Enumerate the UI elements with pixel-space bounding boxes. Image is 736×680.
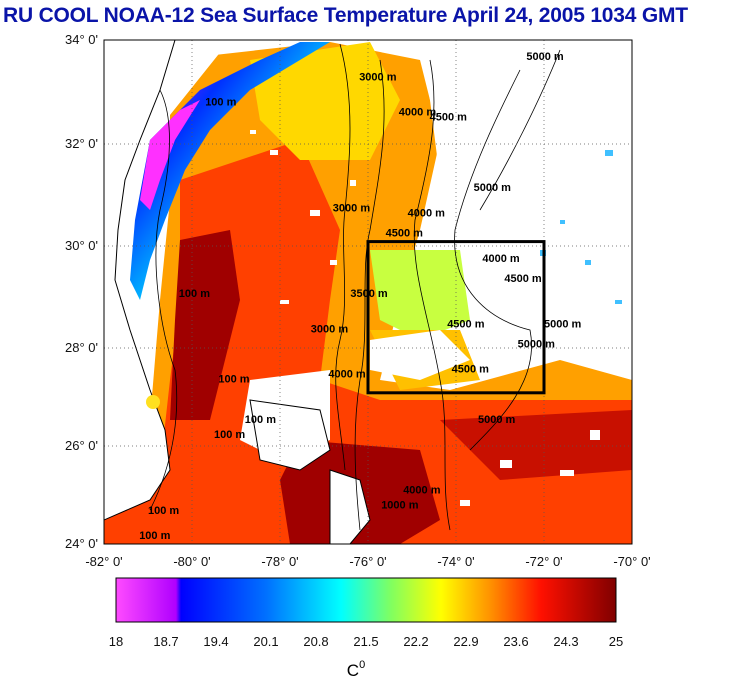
contour-label: 5000 m (526, 51, 564, 63)
map-frame (103, 39, 633, 545)
contour-label: 4000 m (482, 253, 520, 265)
lat-tick: 24° 0' (65, 536, 98, 551)
lon-tick: -80° 0' (173, 554, 210, 569)
colorbar-unit-sup: 0 (359, 659, 365, 671)
colorbar-tick: 23.6 (503, 634, 528, 649)
colorbar-tick: 21.5 (353, 634, 378, 649)
colorbar-ticks: 18 18.7 19.4 20.1 20.8 21.5 22.2 22.9 23.6 24.3 25 (109, 634, 623, 649)
colorbar-tick: 18.7 (153, 634, 178, 649)
contour-label: 100 m (205, 97, 236, 109)
contour-label: 4500 m (430, 112, 468, 124)
contour-label: 5000 m (474, 182, 512, 194)
contour-label: 100 m (139, 530, 170, 542)
contour-label: 100 m (214, 429, 245, 441)
contour-label: 4000 m (403, 485, 441, 497)
contour-label: 4500 m (386, 228, 424, 240)
contour-label: 3000 m (359, 71, 397, 83)
lon-tick: -72° 0' (525, 554, 562, 569)
colorbar-tick: 20.1 (253, 634, 278, 649)
contour-label: 5000 m (518, 338, 556, 350)
lat-tick: 28° 0' (65, 340, 98, 355)
colorbar-tick: 25 (609, 634, 623, 649)
colorbar-tick: 19.4 (203, 634, 228, 649)
lat-axis: 34° 0' 32° 0' 30° 0' 28° 0' 26° 0' 24° 0… (65, 32, 98, 551)
contour-label: 4000 m (399, 107, 437, 119)
study-box (366, 240, 546, 395)
contour-label: 4000 m (408, 207, 446, 219)
lon-tick: -78° 0' (261, 554, 298, 569)
colorbar-tick: 24.3 (553, 634, 578, 649)
lon-axis: -82° 0' -80° 0' -78° 0' -76° 0' -74° 0' … (85, 554, 650, 569)
lat-tick: 30° 0' (65, 238, 98, 253)
map-title: RU COOL NOAA-12 Sea Surface Temperature … (3, 4, 688, 27)
colorbar-unit-text: C (347, 661, 359, 680)
contour-label: 4500 m (504, 273, 542, 285)
contour-label: 5000 m (478, 414, 516, 426)
contour-label: 3000 m (333, 202, 371, 214)
contour-label: 100 m (218, 374, 249, 386)
colorbar-tick: 22.2 (403, 634, 428, 649)
lon-tick: -74° 0' (437, 554, 474, 569)
lon-tick: -76° 0' (349, 554, 386, 569)
contour-label: 4000 m (328, 369, 366, 381)
contour-label: 4500 m (447, 318, 485, 330)
contour-label: 100 m (245, 414, 276, 426)
lat-tick: 34° 0' (65, 32, 98, 47)
lat-tick: 26° 0' (65, 438, 98, 453)
bermuda-spot (146, 395, 160, 409)
contour-label: 1000 m (381, 500, 419, 512)
lat-tick: 32° 0' (65, 136, 98, 151)
contour-label: 5000 m (544, 318, 582, 330)
colorbar-tick: 20.8 (303, 634, 328, 649)
contour-label: 3000 m (311, 323, 349, 335)
colorbar-tick: 18 (109, 634, 123, 649)
colorbar (115, 577, 617, 623)
lon-tick: -70° 0' (613, 554, 650, 569)
colorbar-tick: 22.9 (453, 634, 478, 649)
colorbar-unit: C0 (347, 659, 365, 680)
contour-label: 100 m (148, 505, 179, 517)
contour-label: 100 m (179, 288, 210, 300)
contour-label: 4500 m (452, 364, 490, 376)
lon-tick: -82° 0' (85, 554, 122, 569)
